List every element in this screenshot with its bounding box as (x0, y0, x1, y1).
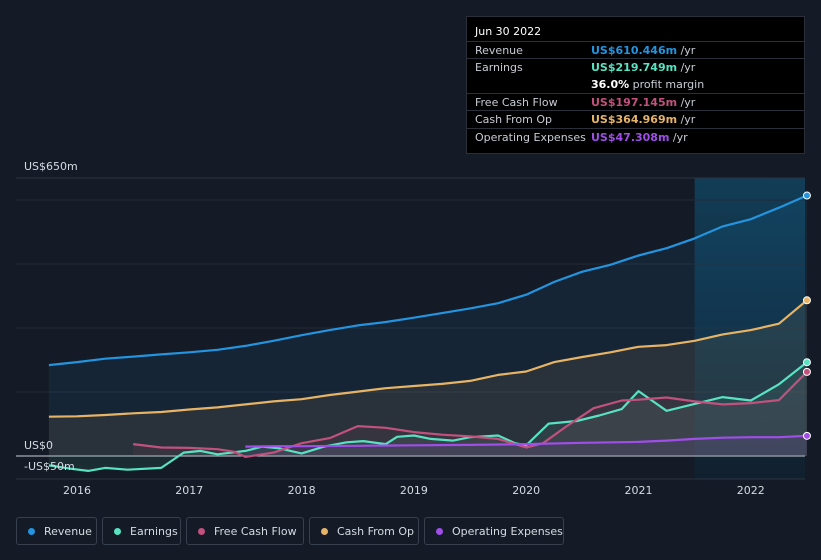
revenue-area (48, 195, 807, 456)
x-tick-label: 2018 (288, 484, 316, 497)
tooltip-unit: /yr (677, 113, 696, 127)
tooltip-unit: /yr (677, 44, 696, 57)
series-lines (48, 194, 808, 472)
tooltip-value: US$364.969m /yr (591, 113, 696, 127)
tooltip-label: Free Cash Flow (475, 95, 558, 109)
tooltip-label: Cash From Op (475, 113, 553, 127)
x-axis-ticks: 2016 2017 2018 2019 2020 2021 2022 (63, 484, 765, 497)
legend-label: Free Cash Flow (214, 524, 297, 538)
tooltip-row: Free Cash Flow US$197.145m /yr (467, 92, 804, 111)
x-tick-label: 2020 (512, 484, 540, 497)
grid (16, 177, 805, 480)
tooltip-unit: /yr (677, 95, 696, 109)
tooltip-row: 36.0% profit margin (467, 76, 804, 93)
legend-label: Operating Expenses (452, 524, 563, 538)
series-areas (48, 195, 807, 471)
tooltip-unit: /yr (669, 130, 688, 144)
tooltip-unit: /yr (677, 61, 696, 75)
legend-dot-icon (198, 527, 205, 535)
legend-item-free-cash-flow[interactable]: Free Cash Flow (186, 517, 304, 545)
x-tick-label: 2016 (63, 484, 91, 497)
tooltip-row: Operating Expenses US$47.308m /yr (467, 127, 804, 146)
tooltip-row: Cash From Op US$364.969m /yr (467, 110, 804, 128)
legend-dot-icon (28, 527, 35, 535)
y-label-top: US$650m (24, 160, 78, 173)
tooltip-value: US$197.145m /yr (591, 95, 696, 109)
legend-dot-icon (321, 527, 328, 535)
series-end-dots (802, 191, 811, 440)
free_cash_flow-end-dot (802, 367, 811, 376)
legend-label: Earnings (130, 524, 178, 538)
x-tick-label: 2021 (625, 484, 653, 497)
earnings-area (48, 362, 807, 471)
earnings-line (48, 361, 808, 472)
operating_expenses-end-dot (802, 431, 811, 440)
free_cash_flow-line (133, 371, 808, 458)
tooltip-value: US$610.446m /yr (591, 44, 696, 57)
legend-item-operating-expenses[interactable]: Operating Expenses (424, 517, 564, 545)
y-label-bottom: -US$50m (24, 460, 75, 473)
tooltip: Jun 30 2022 Revenue US$610.446m /yr Earnin… (466, 16, 805, 154)
tooltip-value: US$47.308m /yr (591, 130, 688, 144)
earnings-end-dot (802, 358, 811, 367)
legend-dot-icon (436, 527, 443, 535)
tooltip-label: Revenue (475, 44, 523, 57)
y-label-zero: US$0 (24, 439, 53, 452)
profit-margin-text: profit margin (629, 77, 705, 91)
x-tick-label: 2017 (175, 484, 203, 497)
legend-item-earnings[interactable]: Earnings (102, 517, 181, 545)
tooltip-row: Earnings US$219.749m /yr (467, 58, 804, 76)
legend-label: Revenue (44, 524, 92, 538)
x-tick-label: 2019 (400, 484, 428, 497)
tooltip-date: Jun 30 2022 (475, 25, 542, 38)
revenue-end-dot (802, 191, 811, 200)
profit-margin-value: 36.0% (591, 77, 630, 91)
legend-item-cash-from-op[interactable]: Cash From Op (309, 517, 419, 545)
tooltip-row: Revenue US$610.446m /yr (467, 41, 804, 59)
legend-dot-icon (114, 527, 121, 535)
legend-label: Cash From Op (337, 524, 415, 538)
tooltip-label: Earnings (475, 61, 523, 75)
free_cash_flow-area (133, 371, 807, 457)
cash_from_op-area (48, 300, 807, 456)
tooltip-label: Operating Expenses (475, 130, 586, 144)
operating_expenses-line (245, 434, 807, 448)
revenue-line (48, 194, 808, 367)
cash_from_op-end-dot (802, 296, 811, 305)
profit-margin: 36.0% profit margin (591, 78, 704, 91)
forecast-region (694, 178, 805, 479)
cash_from_op-line (48, 299, 808, 418)
tooltip-value: US$219.749m /yr (591, 61, 696, 75)
x-tick-label: 2022 (737, 484, 765, 497)
legend-item-revenue[interactable]: Revenue (16, 517, 97, 545)
